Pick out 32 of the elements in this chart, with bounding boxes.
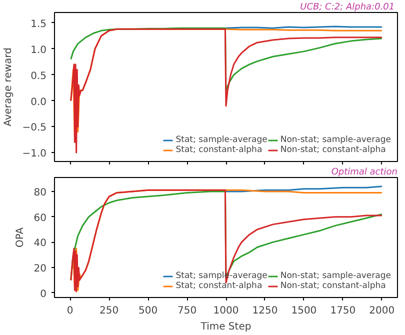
y-tick-label: 0.5 (30, 70, 47, 82)
x-axis-title: Time Step (200, 322, 252, 332)
x-tick-label: 2000 (369, 306, 395, 316)
y-tick-label: 60 (34, 212, 47, 224)
y-tick-label: 1.0 (30, 44, 47, 56)
legend-label: Non-stat; constant-alpha (280, 281, 386, 291)
x-tick-label: 500 (138, 306, 158, 316)
legend-label: Stat; constant-alpha (176, 281, 262, 291)
chart-title: Optimal action (331, 168, 398, 178)
y-axis-title: OPA (14, 227, 26, 248)
y-tick-label: 80 (34, 187, 47, 198)
x-tick-label: 1250 (252, 306, 278, 316)
legend-label: Non-stat; sample-average (280, 135, 391, 145)
y-tick-label: 0.0 (30, 96, 47, 108)
legend-label: Stat; constant-alpha (176, 145, 262, 155)
y-axis-title: Average reward (3, 48, 14, 126)
chart-title: UCB; C:2; Alpha:0.01 (300, 2, 395, 12)
x-tick-label: 250 (100, 306, 119, 316)
x-tick-label: 750 (177, 306, 197, 316)
legend-label: Stat; sample-average (176, 135, 268, 145)
y-tick-label: −1.0 (22, 148, 47, 160)
y-tick-label: −0.5 (22, 122, 47, 134)
x-tick-label: 1000 (213, 306, 239, 316)
y-tick-label: 40 (34, 238, 47, 250)
y-tick-label: 0 (40, 288, 47, 300)
x-tick-label: 1750 (330, 306, 356, 316)
legend-label: Non-stat; sample-average (280, 271, 391, 281)
x-tick-label: 1500 (291, 306, 317, 316)
legend-label: Non-stat; constant-alpha (280, 145, 386, 155)
x-tick-label: 0 (66, 306, 74, 316)
y-tick-label: 20 (34, 264, 47, 275)
y-tick-label: 1.5 (30, 18, 47, 30)
